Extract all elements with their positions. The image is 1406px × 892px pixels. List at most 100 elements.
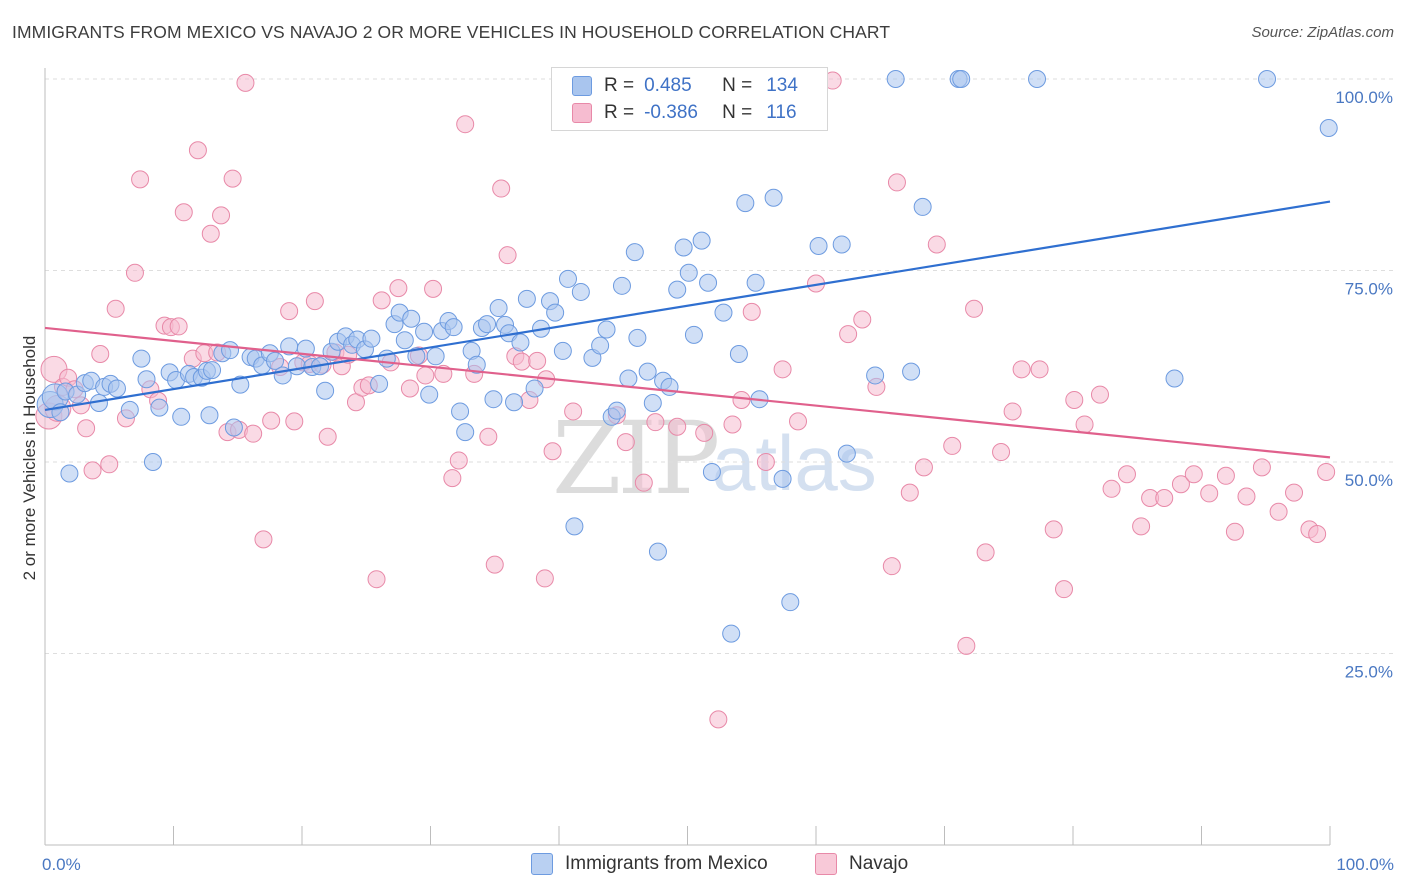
point-navajo [1102,479,1121,498]
point-navajo [1132,517,1151,536]
point-navajo [449,451,468,470]
point-navajo [389,279,408,298]
point-navajo [646,413,665,432]
point-navajo [280,302,299,321]
legend-r-label: R = [604,75,635,96]
point-mexico [722,624,741,643]
point-mexico [370,374,389,393]
point-mexico [729,344,748,363]
legend-n-label: N = [722,102,753,123]
point-mexico [511,333,530,352]
point-navajo [957,636,976,655]
point-mexico [150,398,169,417]
point-mexico [625,243,644,262]
point-navajo [285,412,304,431]
point-mexico [591,336,610,355]
point-navajo [1225,522,1244,541]
point-mexico [451,402,470,421]
point-navajo [882,557,901,576]
point-mexico [231,375,250,394]
point-mexico [612,276,631,295]
point-mexico [420,385,439,404]
point-navajo [416,366,435,385]
correlation-legend: R = 0.485 N = 134 R = -0.386 N = 116 [551,67,828,131]
point-navajo [77,419,96,438]
point-mexico [143,453,162,471]
legend-row-navajo: R = -0.386 N = 116 [572,101,797,125]
point-navajo [1252,458,1271,477]
point-mexico [837,444,856,463]
point-mexico [679,263,698,282]
point-mexico [415,322,434,341]
legend-row-mexico: R = 0.485 N = 134 [572,74,798,98]
point-navajo [254,530,273,549]
point-mexico [913,197,932,216]
point-navajo [201,224,220,243]
point-mexico [221,341,240,360]
point-mexico [773,469,792,488]
legend-r-label: R = [604,102,635,123]
point-navajo [535,569,554,588]
point-mexico [607,401,626,420]
point-navajo [83,461,102,480]
source-label: Source: ZipAtlas.com [1251,24,1394,41]
point-navajo [789,412,808,431]
point-mexico [107,379,126,398]
point-mexico [132,349,151,368]
point-mexico [287,357,306,376]
point-navajo [223,169,242,188]
point-navajo [1012,360,1031,379]
point-mexico [172,407,191,426]
point-navajo [367,570,386,589]
point-navajo [992,443,1011,462]
point-mexico [684,325,703,344]
point-navajo [1117,465,1136,484]
point-navajo [372,291,391,310]
point-navajo [1308,525,1327,544]
x-tick-label: 100.0% [1336,855,1394,874]
point-mexico [736,194,755,213]
point-mexico [699,273,718,292]
point-mexico [525,379,544,398]
point-mexico [1028,70,1047,88]
point-mexico [571,282,590,301]
point-navajo [1184,465,1203,484]
point-navajo [1237,487,1256,506]
point-navajo [1090,385,1109,404]
point-mexico [809,236,828,255]
point-navajo [1155,489,1174,508]
point-navajo [1044,520,1063,539]
point-navajo [756,453,775,471]
point-navajo [927,235,946,254]
point-mexico [266,351,285,370]
point-navajo [1200,484,1219,503]
watermark-atlas: atlas [712,419,877,507]
point-mexico [1165,369,1184,388]
point-navajo [965,299,984,318]
point-navajo [492,179,511,198]
point-navajo [709,710,728,729]
point-mexico [426,347,445,366]
point-navajo [1171,475,1190,494]
point-mexico [467,355,486,374]
x-tick-label: 0.0% [42,855,81,874]
point-navajo [169,317,188,336]
point-navajo [773,360,792,379]
legend-swatch-mexico [572,76,592,96]
point-navajo [1317,462,1336,481]
point-mexico [224,418,243,437]
bottom-legend-navajo[interactable]: Navajo [815,851,908,877]
point-navajo [498,246,517,265]
point-navajo [1285,483,1304,502]
point-mexico [660,377,679,396]
point-mexico [517,289,536,308]
point-mexico [952,70,971,88]
point-navajo [1030,360,1049,379]
point-navajo [318,427,337,446]
point-mexico [638,362,657,381]
point-navajo [174,203,193,222]
point-navajo [512,352,531,371]
bottom-legend-mexico[interactable]: Immigrants from Mexico [531,851,768,877]
point-navajo [695,423,714,442]
point-mexico [484,390,503,409]
